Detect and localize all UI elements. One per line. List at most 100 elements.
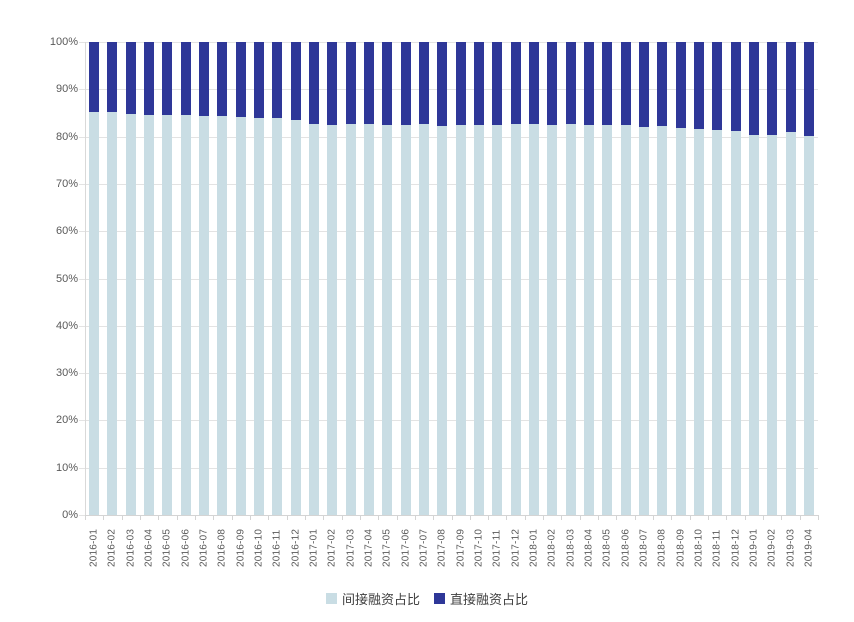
- x-tick-label: 2016-01: [88, 528, 100, 567]
- bar-slot: [470, 42, 488, 515]
- y-tick-label: 20%: [55, 414, 78, 426]
- bar-segment-indirect: [199, 115, 210, 515]
- bar-segment-indirect: [419, 124, 430, 515]
- bar-segment-direct: [144, 42, 155, 116]
- bar-segment-indirect: [748, 134, 759, 515]
- bar-slot: [433, 42, 451, 515]
- x-tick-label: 2018-08: [656, 528, 668, 567]
- bar-segment-indirect: [107, 112, 118, 515]
- stacked-bar: [437, 42, 448, 515]
- stacked-bar: [510, 42, 521, 515]
- x-axis-tick: [177, 515, 178, 520]
- bar-segment-direct: [364, 42, 375, 125]
- x-axis-tick: [726, 515, 727, 520]
- gridline: [79, 420, 818, 421]
- bar-segment-direct: [162, 42, 173, 115]
- x-axis-tick: [525, 515, 526, 520]
- x-tick-label: 2017-06: [400, 528, 412, 567]
- stacked-bar: [767, 42, 778, 515]
- bar-slot: [85, 42, 103, 515]
- bar-segment-direct: [657, 42, 668, 127]
- y-tick-label: 70%: [55, 178, 78, 190]
- x-tick-label: 2016-06: [180, 528, 192, 567]
- bar-slot: [397, 42, 415, 515]
- bar-segment-direct: [345, 42, 356, 125]
- bar-segment-direct: [748, 42, 759, 135]
- x-axis-tick: [323, 515, 324, 520]
- bar-slot: [507, 42, 525, 515]
- gridline: [79, 137, 818, 138]
- bar-segment-indirect: [364, 124, 375, 515]
- stacked-bar: [272, 42, 283, 515]
- bar-segment-direct: [125, 42, 136, 115]
- x-tick-label: 2018-11: [711, 529, 723, 567]
- x-axis-tick: [690, 515, 691, 520]
- bar-segment-indirect: [602, 125, 613, 515]
- x-axis-tick: [580, 515, 581, 520]
- stacked-bar: [639, 42, 649, 515]
- bar-segment-direct: [419, 42, 430, 125]
- stacked-bar: [657, 42, 668, 515]
- bar-slot: [562, 42, 580, 515]
- stacked-bar: [712, 42, 723, 515]
- bar-segment-direct: [675, 42, 686, 129]
- bar-slot: [342, 42, 360, 515]
- bar-slot: [726, 42, 744, 515]
- bar-segment-direct: [327, 42, 338, 126]
- bar-segment-indirect: [767, 135, 778, 515]
- bar-segment-direct: [437, 42, 448, 126]
- x-tick-label: 2018-01: [528, 528, 540, 567]
- x-tick-label: 2016-11: [271, 529, 283, 567]
- y-tick-label: 90%: [55, 83, 78, 95]
- bar-segment-indirect: [180, 115, 191, 515]
- gridline: [79, 42, 818, 43]
- bar-segment-direct: [602, 42, 613, 126]
- bar-segment-direct: [565, 42, 576, 125]
- x-axis-tick: [140, 515, 141, 520]
- bar-segment-indirect: [400, 125, 411, 515]
- bar-segment-indirect: [785, 131, 796, 515]
- stacked-bar: [345, 42, 356, 515]
- bar-segment-indirect: [235, 117, 246, 515]
- bar-segment-direct: [767, 42, 778, 136]
- x-axis-tick: [250, 515, 251, 520]
- stacked-bar: [254, 42, 265, 515]
- gridline: [79, 89, 818, 90]
- y-tick-label: 60%: [55, 225, 78, 237]
- x-tick-label: 2016-03: [125, 528, 137, 567]
- x-axis-tick: [506, 515, 507, 520]
- x-tick-label: 2018-02: [546, 528, 558, 567]
- x-axis-tick: [158, 515, 159, 520]
- gridline: [79, 468, 818, 469]
- x-tick-label: 2017-07: [418, 528, 430, 567]
- bar-segment-indirect: [89, 111, 100, 515]
- x-axis-tick: [397, 515, 398, 520]
- bar-segment-indirect: [657, 126, 668, 515]
- bar-segment-indirect: [125, 114, 136, 515]
- stacked-bar: [199, 42, 210, 515]
- bar-slot: [177, 42, 195, 515]
- x-tick-label: 2017-12: [510, 528, 522, 567]
- stacked-bar: [309, 42, 320, 515]
- bar-segment-direct: [107, 42, 118, 112]
- x-axis-tick: [232, 515, 233, 520]
- bar-slot: [617, 42, 635, 515]
- gridline: [79, 373, 818, 374]
- bar-slot: [323, 42, 341, 515]
- stacked-bar: [730, 42, 741, 515]
- bar-segment-indirect: [492, 125, 503, 515]
- stacked-bar: [162, 42, 173, 515]
- x-axis-tick: [103, 515, 104, 520]
- stacked-bar: [125, 42, 136, 515]
- bar-segment-indirect: [620, 125, 631, 515]
- bar-slot: [598, 42, 616, 515]
- y-tick-label: 50%: [55, 273, 78, 285]
- bar-segment-indirect: [639, 126, 649, 515]
- x-axis-tick: [653, 515, 654, 520]
- x-axis-tick: [708, 515, 709, 520]
- stacked-bar: [785, 42, 796, 515]
- bar-slot: [635, 42, 653, 515]
- bar-slot: [690, 42, 708, 515]
- x-axis-tick: [433, 515, 434, 520]
- x-axis-tick: [268, 515, 269, 520]
